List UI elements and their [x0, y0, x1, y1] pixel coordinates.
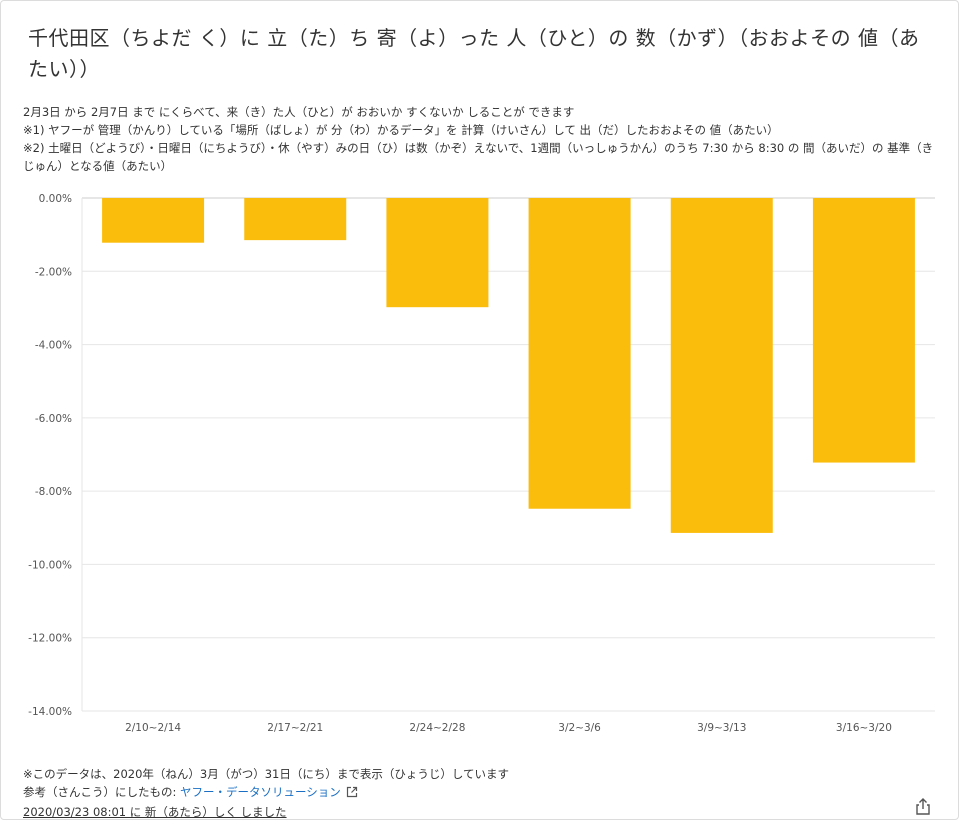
y-tick-label: 0.00%: [39, 193, 72, 205]
bar: [528, 198, 631, 509]
external-link-icon[interactable]: [346, 785, 358, 803]
bar: [386, 198, 489, 308]
description-note-2: ※2) 土曜日（どようび）・日曜日（にちようび）・休（やす）みの日（ひ）は数（か…: [23, 141, 934, 173]
description-line: 2月3日 から 2月7日 まで にくらべて、来（き）た人（ひと）が おおいか す…: [23, 105, 575, 119]
x-tick-label: 2/24~2/28: [409, 722, 465, 734]
bar: [244, 198, 347, 241]
chart-title: 千代田区（ちよだ く）に 立（た）ち 寄（よ）った 人（ひと）の 数（かず）（お…: [28, 26, 920, 81]
y-tick-label: -8.00%: [35, 486, 72, 498]
chart-footer: ※このデータは、2020年（ねん）3月（がつ）31日（にち）まで表示（ひょうじ）…: [23, 765, 903, 821]
y-tick-label: -6.00%: [35, 413, 72, 425]
x-tick-label: 2/10~2/14: [125, 722, 181, 734]
last-updated[interactable]: 2020/03/23 08:01 に 新（あたら）しく しました: [23, 805, 287, 819]
bar: [102, 198, 205, 243]
y-tick-label: -14.00%: [28, 706, 72, 718]
bar: [670, 198, 773, 533]
reference-line: 参考（さんこう）にしたもの: ヤフー・データソリューション: [23, 783, 903, 803]
data-availability-note: ※このデータは、2020年（ねん）3月（がつ）31日（にち）まで表示（ひょうじ）…: [23, 767, 510, 781]
y-tick-label: -4.00%: [35, 340, 72, 352]
share-icon[interactable]: [915, 798, 935, 816]
chart-description: 2月3日 から 2月7日 まで にくらべて、来（き）た人（ひと）が おおいか す…: [23, 103, 938, 175]
x-tick-label: 3/9~3/13: [697, 722, 746, 734]
reference-label: 参考（さんこう）にしたもの:: [23, 785, 181, 799]
y-tick-label: -2.00%: [35, 266, 72, 278]
x-tick-label: 3/16~3/20: [836, 722, 892, 734]
reference-link[interactable]: ヤフー・データソリューション: [180, 785, 341, 799]
y-tick-label: -10.00%: [28, 559, 72, 571]
bar-chart: 0.00% -2.00% -4.00% -6.00% -8.00% -10.00% -12.…: [28, 193, 935, 734]
y-tick-label: -12.00%: [28, 633, 72, 645]
x-tick-label: 2/17~2/21: [267, 722, 323, 734]
x-tick-label: 3/2~3/6: [558, 722, 601, 734]
bar: [812, 198, 915, 463]
description-note-1: ※1) ヤフーが 管理（かんり）している「場所（ばしょ）が 分（わ）かるデータ」…: [23, 123, 779, 137]
